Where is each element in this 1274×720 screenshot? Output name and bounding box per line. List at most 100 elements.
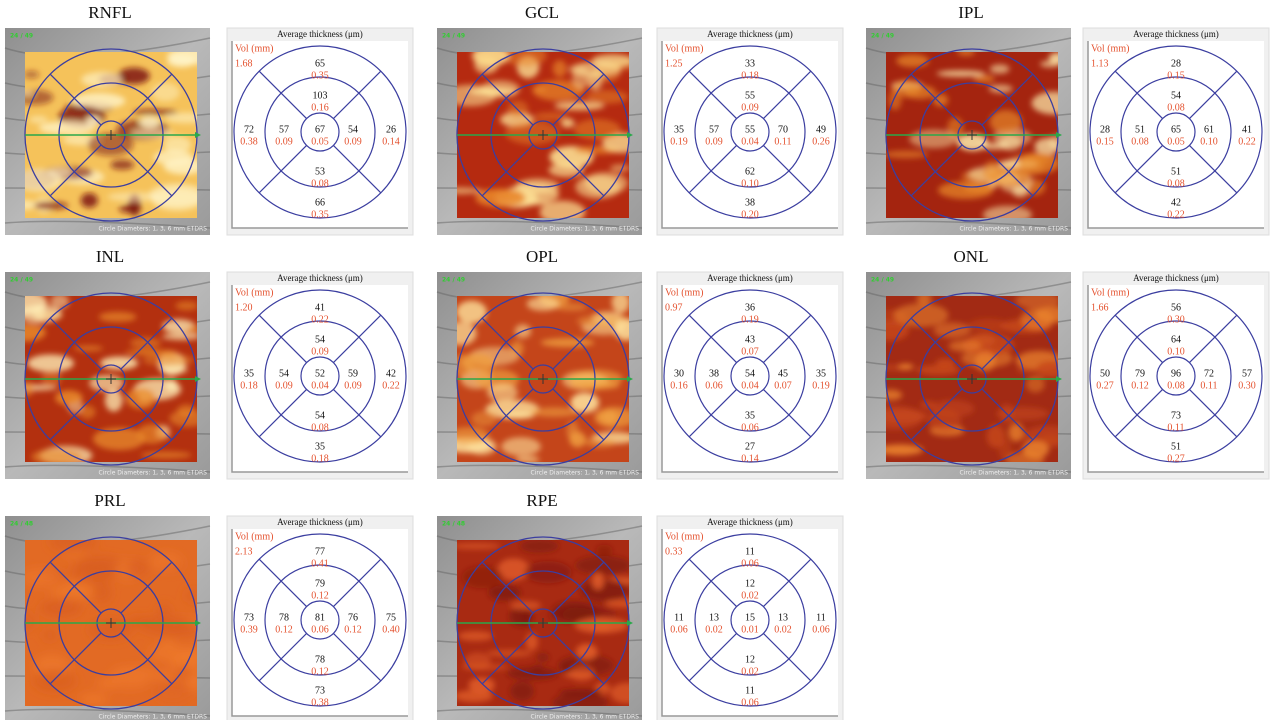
heat-blob xyxy=(34,202,68,210)
vol-label: Vol (mm) xyxy=(665,43,703,54)
sector-volume: 0.30 xyxy=(1238,380,1256,391)
vol-label: Vol (mm) xyxy=(665,287,703,298)
layer-label: RPE xyxy=(526,491,557,510)
thickness-map-image: 24 / 49Circle Diameters: 1, 3, 6 mm ETDR… xyxy=(432,28,643,235)
heat-blob xyxy=(510,682,534,701)
sector-thickness: 77 xyxy=(315,546,325,557)
thickness-map-image: 24 / 49Circle Diameters: 1, 3, 6 mm ETDR… xyxy=(5,28,213,235)
heat-blob xyxy=(933,94,948,107)
sector-volume: 0.20 xyxy=(741,209,759,220)
sector-volume: 0.05 xyxy=(1167,136,1185,147)
heat-blob xyxy=(561,118,574,127)
vol-label: Vol (mm) xyxy=(1091,43,1129,54)
sector-volume: 0.22 xyxy=(1167,209,1185,220)
sector-volume: 0.40 xyxy=(382,624,400,635)
sector-thickness: 57 xyxy=(1242,368,1252,379)
thickness-map-image: 24 / 49Circle Diameters: 1, 3, 6 mm ETDR… xyxy=(4,272,210,479)
heat-blob xyxy=(552,601,595,621)
heat-blob xyxy=(39,121,95,135)
image-id: 24 / 48 xyxy=(442,521,465,528)
sector-thickness: 33 xyxy=(745,58,755,69)
layer-label: ONL xyxy=(954,247,989,266)
sector-volume: 0.16 xyxy=(670,380,688,391)
heat-blob xyxy=(79,694,107,703)
layer-label: INL xyxy=(96,247,124,266)
vol-total: 0.97 xyxy=(665,302,683,313)
sector-thickness: 13 xyxy=(709,612,719,623)
grid-title: Average thickness (μm) xyxy=(277,273,363,283)
image-id: 24 / 49 xyxy=(10,277,33,284)
heat-blob xyxy=(592,573,604,590)
heat-blob xyxy=(133,109,178,115)
heat-map xyxy=(443,285,638,463)
sector-volume: 0.10 xyxy=(741,178,759,189)
layer-label: GCL xyxy=(525,3,559,22)
sector-volume: 0.35 xyxy=(311,209,329,220)
sector-thickness: 28 xyxy=(1100,124,1110,135)
heat-blob xyxy=(24,71,40,79)
heat-blob xyxy=(575,556,631,575)
heat-blob xyxy=(110,160,134,170)
sector-thickness: 75 xyxy=(386,612,396,623)
heat-blob xyxy=(108,192,160,202)
sector-thickness: 11 xyxy=(674,612,684,623)
sector-thickness: 36 xyxy=(745,302,755,313)
sector-volume: 0.12 xyxy=(344,624,362,635)
sector-volume: 0.18 xyxy=(240,380,258,391)
heat-blob xyxy=(159,639,175,649)
sector-thickness: 79 xyxy=(315,578,325,589)
heat-blob xyxy=(118,68,150,85)
sector-thickness: 73 xyxy=(1171,410,1181,421)
sector-volume: 0.12 xyxy=(275,624,293,635)
sector-thickness: 78 xyxy=(279,612,289,623)
heat-blob xyxy=(1012,186,1028,198)
sector-thickness: 81 xyxy=(315,612,325,623)
sector-thickness: 67 xyxy=(315,124,325,135)
sector-volume: 0.10 xyxy=(1200,136,1218,147)
heat-blob xyxy=(93,582,112,603)
layer-label: RNFL xyxy=(88,3,131,22)
sector-thickness: 11 xyxy=(745,546,755,557)
heat-blob xyxy=(141,452,192,459)
sector-thickness: 49 xyxy=(816,124,826,135)
sector-volume: 0.38 xyxy=(240,136,258,147)
sector-volume: 0.07 xyxy=(774,380,792,391)
heat-blob xyxy=(81,72,122,87)
sector-thickness: 72 xyxy=(244,124,254,135)
grid-title: Average thickness (μm) xyxy=(707,29,793,39)
sector-thickness: 96 xyxy=(1171,368,1181,379)
sector-volume: 0.02 xyxy=(741,590,759,601)
sector-thickness: 76 xyxy=(348,612,358,623)
grid-title: Average thickness (μm) xyxy=(1133,29,1219,39)
sector-volume: 0.06 xyxy=(670,624,688,635)
sector-thickness: 62 xyxy=(745,166,755,177)
thickness-map-image: 24 / 48Circle Diameters: 1, 3, 6 mm ETDR… xyxy=(5,516,210,720)
heat-blob xyxy=(898,364,913,370)
etdrs-grid: Average thickness (μm)Vol (mm)1.68650.35… xyxy=(227,28,413,235)
sector-thickness: 43 xyxy=(745,334,755,345)
layer-panel: ONL24 / 49Circle Diameters: 1, 3, 6 mm E… xyxy=(866,247,1269,479)
heat-blob xyxy=(990,110,1022,134)
layer-panel: OPL24 / 49Circle Diameters: 1, 3, 6 mm E… xyxy=(437,247,843,479)
sector-thickness: 45 xyxy=(778,368,788,379)
sector-thickness: 57 xyxy=(279,124,289,135)
sector-volume: 0.22 xyxy=(1238,136,1256,147)
sector-volume: 0.06 xyxy=(741,558,759,569)
heat-blob xyxy=(917,365,960,375)
sector-thickness: 41 xyxy=(315,302,325,313)
heat-blob xyxy=(596,545,613,557)
sector-thickness: 79 xyxy=(1135,368,1145,379)
sector-thickness: 66 xyxy=(315,197,325,208)
etdrs-grid: Average thickness (μm)Vol (mm)1.20410.22… xyxy=(227,272,413,479)
heat-blob xyxy=(533,86,547,93)
image-caption: Circle Diameters: 1, 3, 6 mm ETDRS xyxy=(99,226,208,233)
vol-label: Vol (mm) xyxy=(665,531,703,542)
sector-volume: 0.04 xyxy=(741,136,759,147)
vol-label: Vol (mm) xyxy=(235,43,273,54)
heat-blob xyxy=(909,130,958,149)
sector-volume: 0.38 xyxy=(311,697,329,708)
sector-volume: 0.30 xyxy=(1167,314,1185,325)
heat-blob xyxy=(164,136,191,153)
